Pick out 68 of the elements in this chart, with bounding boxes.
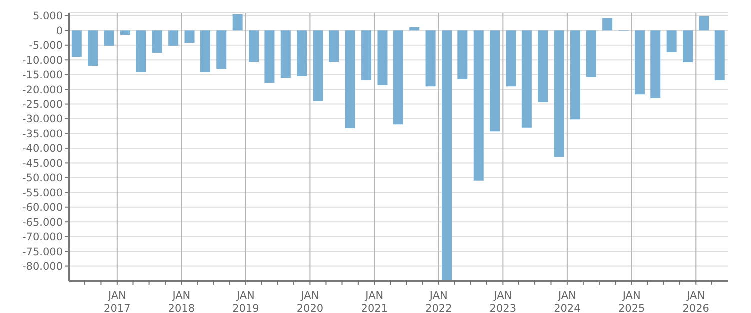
bar [168,30,179,46]
bar [200,30,210,72]
y-tick-label: 0 [56,25,63,38]
y-tick-label: -55.000 [22,187,63,200]
y-tick-label: -45.000 [22,158,63,170]
x-tick-label: JAN 2024 [554,290,582,313]
bar [313,30,324,102]
bar [538,30,548,103]
bar [506,30,516,87]
bar [88,30,98,66]
x-tick-label: JAN 2021 [361,290,388,313]
bar [426,30,436,87]
bar [474,30,484,181]
bar [442,30,452,281]
bar [297,30,308,76]
y-tick-label: -80.000 [22,261,63,273]
bar [586,30,596,78]
x-tick-label: JAN 2020 [296,290,324,313]
y-tick-label: -50.000 [22,172,63,185]
bar [378,30,388,86]
y-tick-label: -30.000 [22,114,63,126]
bar [264,30,275,84]
x-tick-label: JAN 2025 [618,290,646,313]
y-tick-label: -25.000 [22,99,63,112]
bar [136,30,146,72]
bar [362,30,372,80]
bar [570,30,581,120]
y-tick-label: -15.000 [22,70,63,82]
bar [522,30,532,128]
bar [152,30,162,54]
x-tick-label: JAN 2019 [232,290,260,313]
y-tick-label: 5.000 [32,10,63,23]
y-tick-label: -35.000 [22,128,63,140]
bar [329,30,340,62]
bar [345,30,356,128]
bar [184,30,195,44]
y-tick-label: -5.000 [29,40,63,52]
bar [683,30,694,62]
y-tick-label: -20.000 [22,84,63,96]
bar [490,30,500,132]
bar [232,14,243,31]
bar [393,30,404,125]
bar [602,18,613,31]
bar [249,30,260,62]
bar [280,30,291,78]
y-tick-label: -65.000 [22,216,63,229]
y-tick-label: -70.000 [22,232,63,244]
x-tick-label: JAN 2026 [682,290,710,313]
bar [104,30,114,46]
y-tick-label: -75.000 [22,246,63,258]
bar [458,30,468,80]
bar [72,30,82,58]
bar [120,30,131,36]
bar [699,16,710,31]
bar [650,30,661,98]
y-tick-label: -10.000 [22,54,63,67]
bar [714,30,725,80]
x-tick-label: JAN 2022 [426,290,452,313]
y-tick-label: -60.000 [22,202,63,214]
x-tick-label: JAN 2023 [490,290,517,313]
bar [634,30,645,95]
bar [410,27,420,31]
bar [666,30,677,52]
bar [554,30,564,158]
y-tick-label: -40.000 [22,143,63,156]
x-tick-label: JAN 2018 [168,290,196,313]
x-tick-label: JAN 2017 [104,290,131,313]
bar [216,30,227,70]
